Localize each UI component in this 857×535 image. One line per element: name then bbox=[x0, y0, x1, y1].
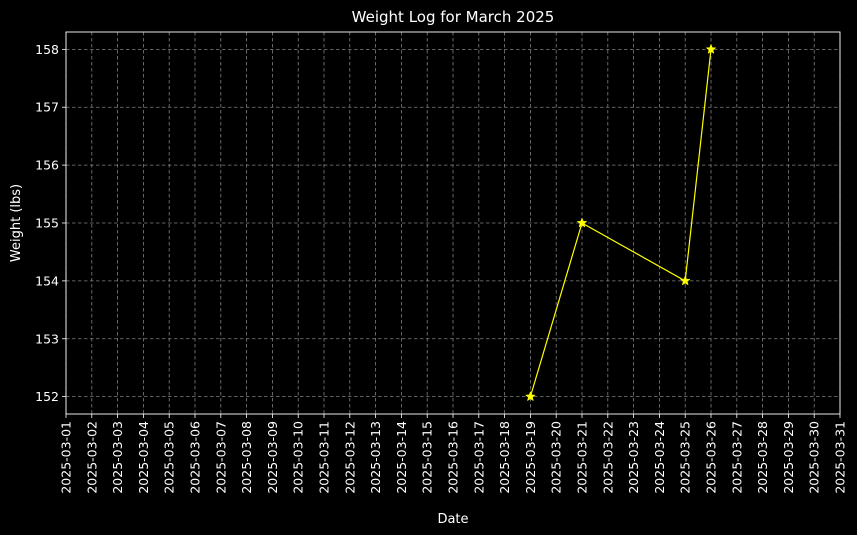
x-tick-label: 2025-03-01 bbox=[59, 421, 74, 494]
x-tick-label: 2025-03-22 bbox=[600, 421, 615, 494]
x-tick-label: 2025-03-26 bbox=[704, 421, 719, 494]
y-tick-label: 156 bbox=[35, 158, 59, 173]
x-tick-label: 2025-03-02 bbox=[84, 421, 99, 494]
x-tick-label: 2025-03-13 bbox=[368, 421, 383, 494]
grid bbox=[65, 32, 841, 414]
y-tick-label: 157 bbox=[35, 100, 59, 115]
axes-frame bbox=[65, 31, 841, 415]
series-line bbox=[529, 49, 712, 397]
x-tick-label: 2025-03-21 bbox=[575, 421, 590, 494]
x-axis-label: Date bbox=[437, 512, 468, 527]
x-tick-label: 2025-03-28 bbox=[755, 421, 770, 494]
data-point-star bbox=[525, 390, 536, 402]
x-tick-label: 2025-03-24 bbox=[652, 421, 667, 494]
y-tick-label: 158 bbox=[35, 42, 59, 57]
plot-area bbox=[525, 43, 717, 402]
y-tick-label: 153 bbox=[35, 331, 59, 346]
x-tick-label: 2025-03-30 bbox=[807, 421, 822, 494]
x-tick-label: 2025-03-12 bbox=[342, 421, 357, 494]
x-tick-label: 2025-03-05 bbox=[162, 421, 177, 494]
x-tick-label: 2025-03-06 bbox=[188, 421, 203, 494]
chart-title: Weight Log for March 2025 bbox=[352, 8, 555, 26]
x-tick-label: 2025-03-19 bbox=[523, 421, 538, 494]
x-tick-label: 2025-03-14 bbox=[394, 421, 409, 494]
x-tick-label: 2025-03-17 bbox=[471, 421, 486, 494]
y-tick-label: 155 bbox=[35, 216, 59, 231]
x-tick-label: 2025-03-04 bbox=[136, 421, 151, 494]
data-point-star bbox=[705, 43, 717, 54]
data-point-star bbox=[679, 275, 691, 286]
x-tick-label: 2025-03-20 bbox=[549, 421, 564, 494]
x-tick-label: 2025-03-27 bbox=[729, 421, 744, 494]
x-tick-label: 2025-03-25 bbox=[678, 421, 693, 494]
x-tick-label: 2025-03-10 bbox=[291, 421, 306, 494]
x-tick-label: 2025-03-03 bbox=[110, 421, 125, 494]
data-point-star bbox=[576, 217, 588, 228]
x-tick-label: 2025-03-29 bbox=[781, 421, 796, 494]
x-tick-label: 2025-03-09 bbox=[265, 421, 280, 494]
x-tick-label: 2025-03-15 bbox=[420, 421, 435, 494]
y-axis-label: Weight (lbs) bbox=[9, 184, 24, 262]
y-tick-label: 154 bbox=[35, 273, 59, 288]
x-tick-label: 2025-03-11 bbox=[317, 421, 332, 494]
x-tick-label: 2025-03-23 bbox=[626, 421, 641, 494]
x-tick-label: 2025-03-16 bbox=[446, 421, 461, 494]
x-tick-label: 2025-03-07 bbox=[213, 421, 228, 494]
x-tick-label: 2025-03-08 bbox=[239, 421, 254, 494]
y-tick-label: 152 bbox=[35, 389, 59, 404]
x-tick-label: 2025-03-31 bbox=[833, 421, 848, 494]
x-tick-label: 2025-03-18 bbox=[497, 421, 512, 494]
axes: 2025-03-01 2025-03-02 2025-03-03 2025-03-04… bbox=[35, 31, 848, 494]
